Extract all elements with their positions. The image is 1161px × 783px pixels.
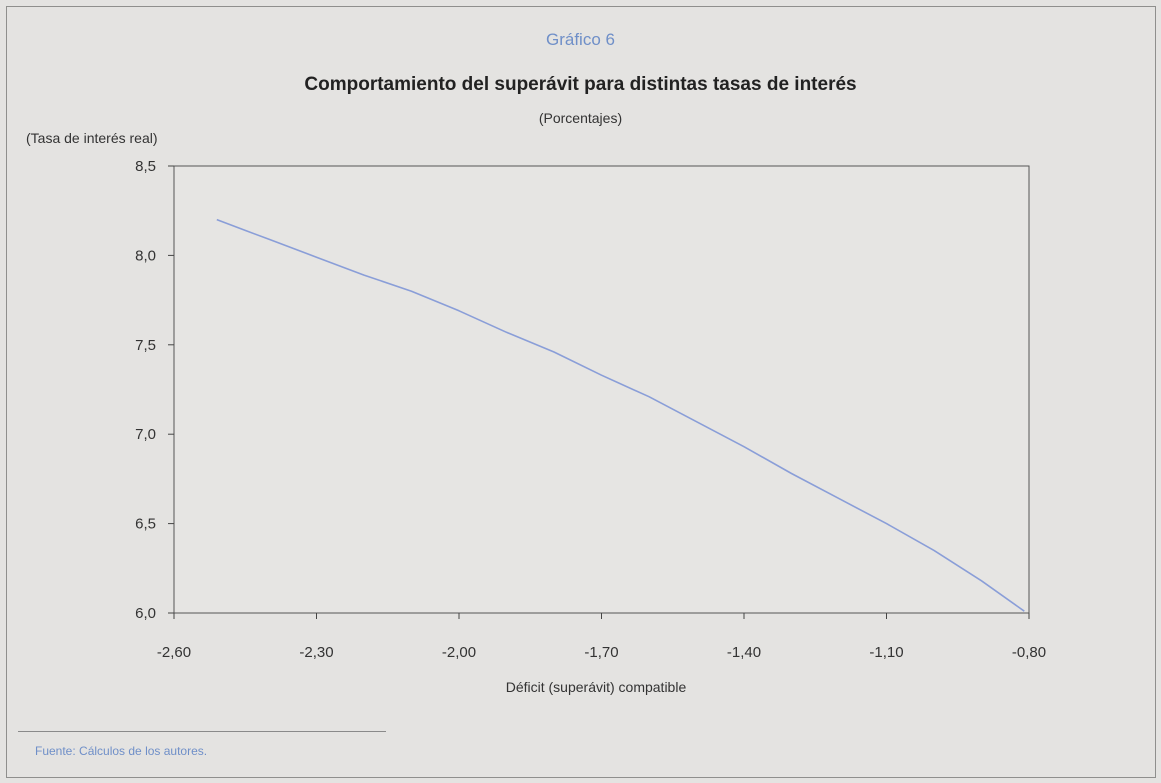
x-tick-label: -2,60: [157, 644, 191, 661]
chart-number: Gráfico 6: [546, 30, 615, 49]
y-tick-label: 7,5: [135, 337, 156, 354]
y-tick-label: 6,5: [135, 516, 156, 533]
x-tick-label: -1,10: [869, 644, 903, 661]
x-tick-label: -2,00: [442, 644, 476, 661]
y-tick-label: 8,0: [135, 247, 156, 264]
x-tick-label: -0,80: [1012, 644, 1046, 661]
source-divider: [18, 731, 386, 732]
x-tick-label: -1,70: [584, 644, 618, 661]
source-note: Fuente: Cálculos de los autores.: [35, 744, 208, 758]
y-tick-label: 7,0: [135, 426, 156, 443]
plot-area: [173, 165, 1030, 614]
chart-title: Comportamiento del superávit para distin…: [304, 74, 857, 95]
chart-subtitle: (Porcentajes): [538, 110, 623, 126]
y-tick-label: 6,0: [135, 605, 156, 622]
x-axis-title: Déficit (superávit) compatible: [506, 679, 687, 695]
x-tick-label: -1,40: [727, 644, 761, 661]
y-axis-title: (Tasa de interés real): [26, 130, 158, 146]
series-line-0: [216, 218, 1025, 612]
x-tick-label: -2,30: [299, 644, 333, 661]
figure-frame: [6, 6, 1156, 778]
y-tick-label: 8,5: [135, 158, 156, 175]
